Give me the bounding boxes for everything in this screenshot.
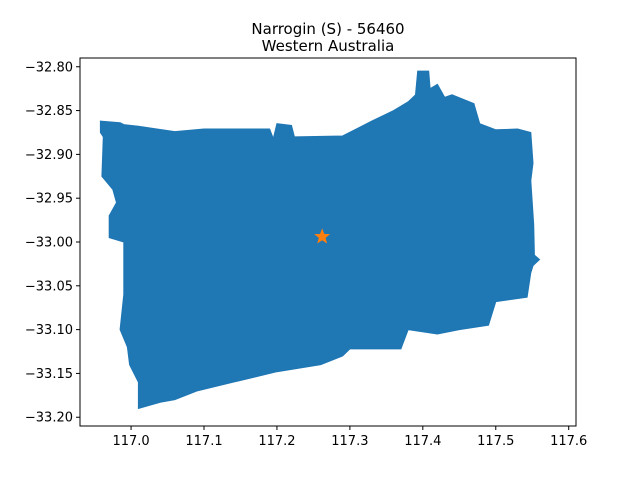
x-tick-label: 117.5 bbox=[477, 434, 514, 449]
x-tick-label: 117.1 bbox=[185, 434, 222, 449]
x-tick-label: 117.6 bbox=[550, 434, 587, 449]
y-axis: −32.80 −32.85 −32.90 −32.95 −33.00 −33.05 −33.… bbox=[25, 60, 80, 426]
x-tick-label: 117.0 bbox=[112, 434, 149, 449]
x-tick-label: 117.2 bbox=[258, 434, 295, 449]
y-tick-label: −33.15 bbox=[25, 367, 73, 382]
y-tick-label: −33.10 bbox=[25, 323, 73, 338]
x-tick-label: 117.3 bbox=[331, 434, 368, 449]
y-tick-label: −33.20 bbox=[25, 411, 73, 426]
star-marker bbox=[314, 228, 331, 244]
y-tick-label: −32.95 bbox=[25, 192, 73, 207]
y-tick-label: −32.90 bbox=[25, 148, 73, 163]
chart-title: Narrogin (S) - 56460 bbox=[251, 20, 404, 38]
y-tick-label: −32.85 bbox=[25, 104, 73, 119]
x-axis: 117.0 117.1 117.2 117.3 117.4 117.5 117.6 bbox=[112, 426, 587, 449]
y-tick-label: −32.80 bbox=[25, 60, 73, 75]
plot-area bbox=[79, 57, 577, 427]
y-tick-label: −33.05 bbox=[25, 279, 73, 294]
y-tick-label: −33.00 bbox=[25, 236, 73, 251]
chart-subtitle: Western Australia bbox=[262, 37, 395, 55]
x-tick-label: 117.4 bbox=[404, 434, 441, 449]
